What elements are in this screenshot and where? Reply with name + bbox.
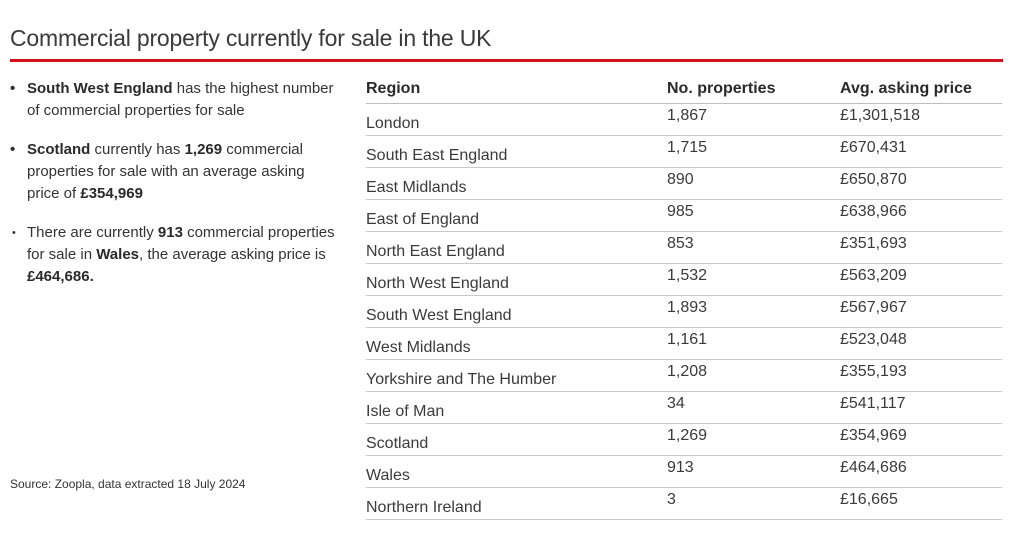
cell-price: £567,967	[840, 295, 1002, 328]
cell-region: North East England	[366, 231, 667, 264]
table-row: Isle of Man 34 £541,117	[366, 391, 1002, 424]
cell-region: Northern Ireland	[366, 487, 667, 520]
cell-properties: 3	[667, 487, 840, 520]
header-price: Avg. asking price	[840, 74, 1002, 104]
cell-properties: 1,269	[667, 423, 840, 456]
cell-properties: 1,867	[667, 103, 840, 136]
highlight-price: £464,686.	[27, 268, 94, 285]
cell-properties: 1,208	[667, 359, 840, 392]
key-point-3: • There are currently 913 commercial pro…	[10, 222, 340, 288]
key-point-text: , the average asking price is	[139, 246, 326, 263]
highlight-region: South West England	[27, 80, 173, 97]
header-properties: No. properties	[667, 74, 840, 104]
table-row: Wales 913 £464,686	[366, 455, 1002, 488]
table-header-row: Region No. properties Avg. asking price	[366, 74, 1002, 104]
table-row: London 1,867 £1,301,518	[366, 103, 1002, 136]
cell-region: Scotland	[366, 423, 667, 456]
cell-region: North West England	[366, 263, 667, 296]
property-table: Region No. properties Avg. asking price …	[366, 74, 1002, 520]
cell-price: £355,193	[840, 359, 1002, 392]
table-row: South East England 1,715 £670,431	[366, 135, 1002, 168]
cell-region: West Midlands	[366, 327, 667, 360]
key-point-text: commercial properties for sale with an a…	[27, 141, 305, 202]
key-point-text: There are currently	[27, 224, 158, 241]
key-point-1: • South West England has the highest num…	[10, 78, 340, 122]
cell-price: £351,693	[840, 231, 1002, 264]
cell-properties: 34	[667, 391, 840, 424]
highlight-region: Wales	[96, 246, 139, 263]
title-divider	[10, 59, 1003, 62]
cell-properties: 1,715	[667, 135, 840, 168]
cell-price: £523,048	[840, 327, 1002, 360]
table-row: West Midlands 1,161 £523,048	[366, 327, 1002, 360]
cell-region: South East England	[366, 135, 667, 168]
source-note: Source: Zoopla, data extracted 18 July 2…	[10, 477, 246, 491]
table-row: Yorkshire and The Humber 1,208 £355,193	[366, 359, 1002, 392]
table-row: Scotland 1,269 £354,969	[366, 423, 1002, 456]
table-row: Northern Ireland 3 £16,665	[366, 487, 1002, 520]
highlight-count: 1,269	[184, 141, 223, 158]
cell-price: £354,969	[840, 423, 1002, 456]
cell-region: East of England	[366, 199, 667, 232]
key-point-text: has the highest number of commercial pro…	[27, 80, 334, 119]
cell-region: Isle of Man	[366, 391, 667, 424]
cell-price: £464,686	[840, 455, 1002, 488]
page-title: Commercial property currently for sale i…	[10, 25, 492, 51]
cell-price: £16,665	[840, 487, 1002, 520]
highlight-price: £354,969	[80, 185, 143, 202]
cell-region: Wales	[366, 455, 667, 488]
cell-properties: 890	[667, 167, 840, 200]
cell-properties: 853	[667, 231, 840, 264]
table-row: East of England 985 £638,966	[366, 199, 1002, 232]
table-row: North East England 853 £351,693	[366, 231, 1002, 264]
table-row: South West England 1,893 £567,967	[366, 295, 1002, 328]
highlight-count: 913	[157, 224, 183, 241]
cell-properties: 985	[667, 199, 840, 232]
key-point-text: commercial properties for sale in	[27, 224, 335, 263]
header-region: Region	[366, 74, 667, 104]
table-body: London 1,867 £1,301,518 South East England 1…	[366, 103, 1002, 520]
key-point-text: currently has	[90, 141, 185, 158]
highlight-region: Scotland	[27, 141, 91, 158]
cell-region: Yorkshire and The Humber	[366, 359, 667, 392]
cell-price: £638,966	[840, 199, 1002, 232]
cell-properties: 1,532	[667, 263, 840, 296]
bullet-marker: •	[10, 141, 16, 158]
cell-region: London	[366, 103, 667, 136]
cell-properties: 1,893	[667, 295, 840, 328]
cell-region: South West England	[366, 295, 667, 328]
cell-price: £563,209	[840, 263, 1002, 296]
cell-price: £650,870	[840, 167, 1002, 200]
table-row: East Midlands 890 £650,870	[366, 167, 1002, 200]
cell-region: East Midlands	[366, 167, 667, 200]
bullet-marker: •	[12, 227, 16, 239]
cell-properties: 913	[667, 455, 840, 488]
key-point-2: • Scotland currently has 1,269 commercia…	[10, 139, 340, 205]
cell-properties: 1,161	[667, 327, 840, 360]
cell-price: £541,117	[840, 391, 1002, 424]
cell-price: £1,301,518	[840, 103, 1002, 136]
key-points-list: • South West England has the highest num…	[10, 78, 340, 305]
bullet-marker: •	[10, 80, 16, 97]
cell-price: £670,431	[840, 135, 1002, 168]
table-row: North West England 1,532 £563,209	[366, 263, 1002, 296]
